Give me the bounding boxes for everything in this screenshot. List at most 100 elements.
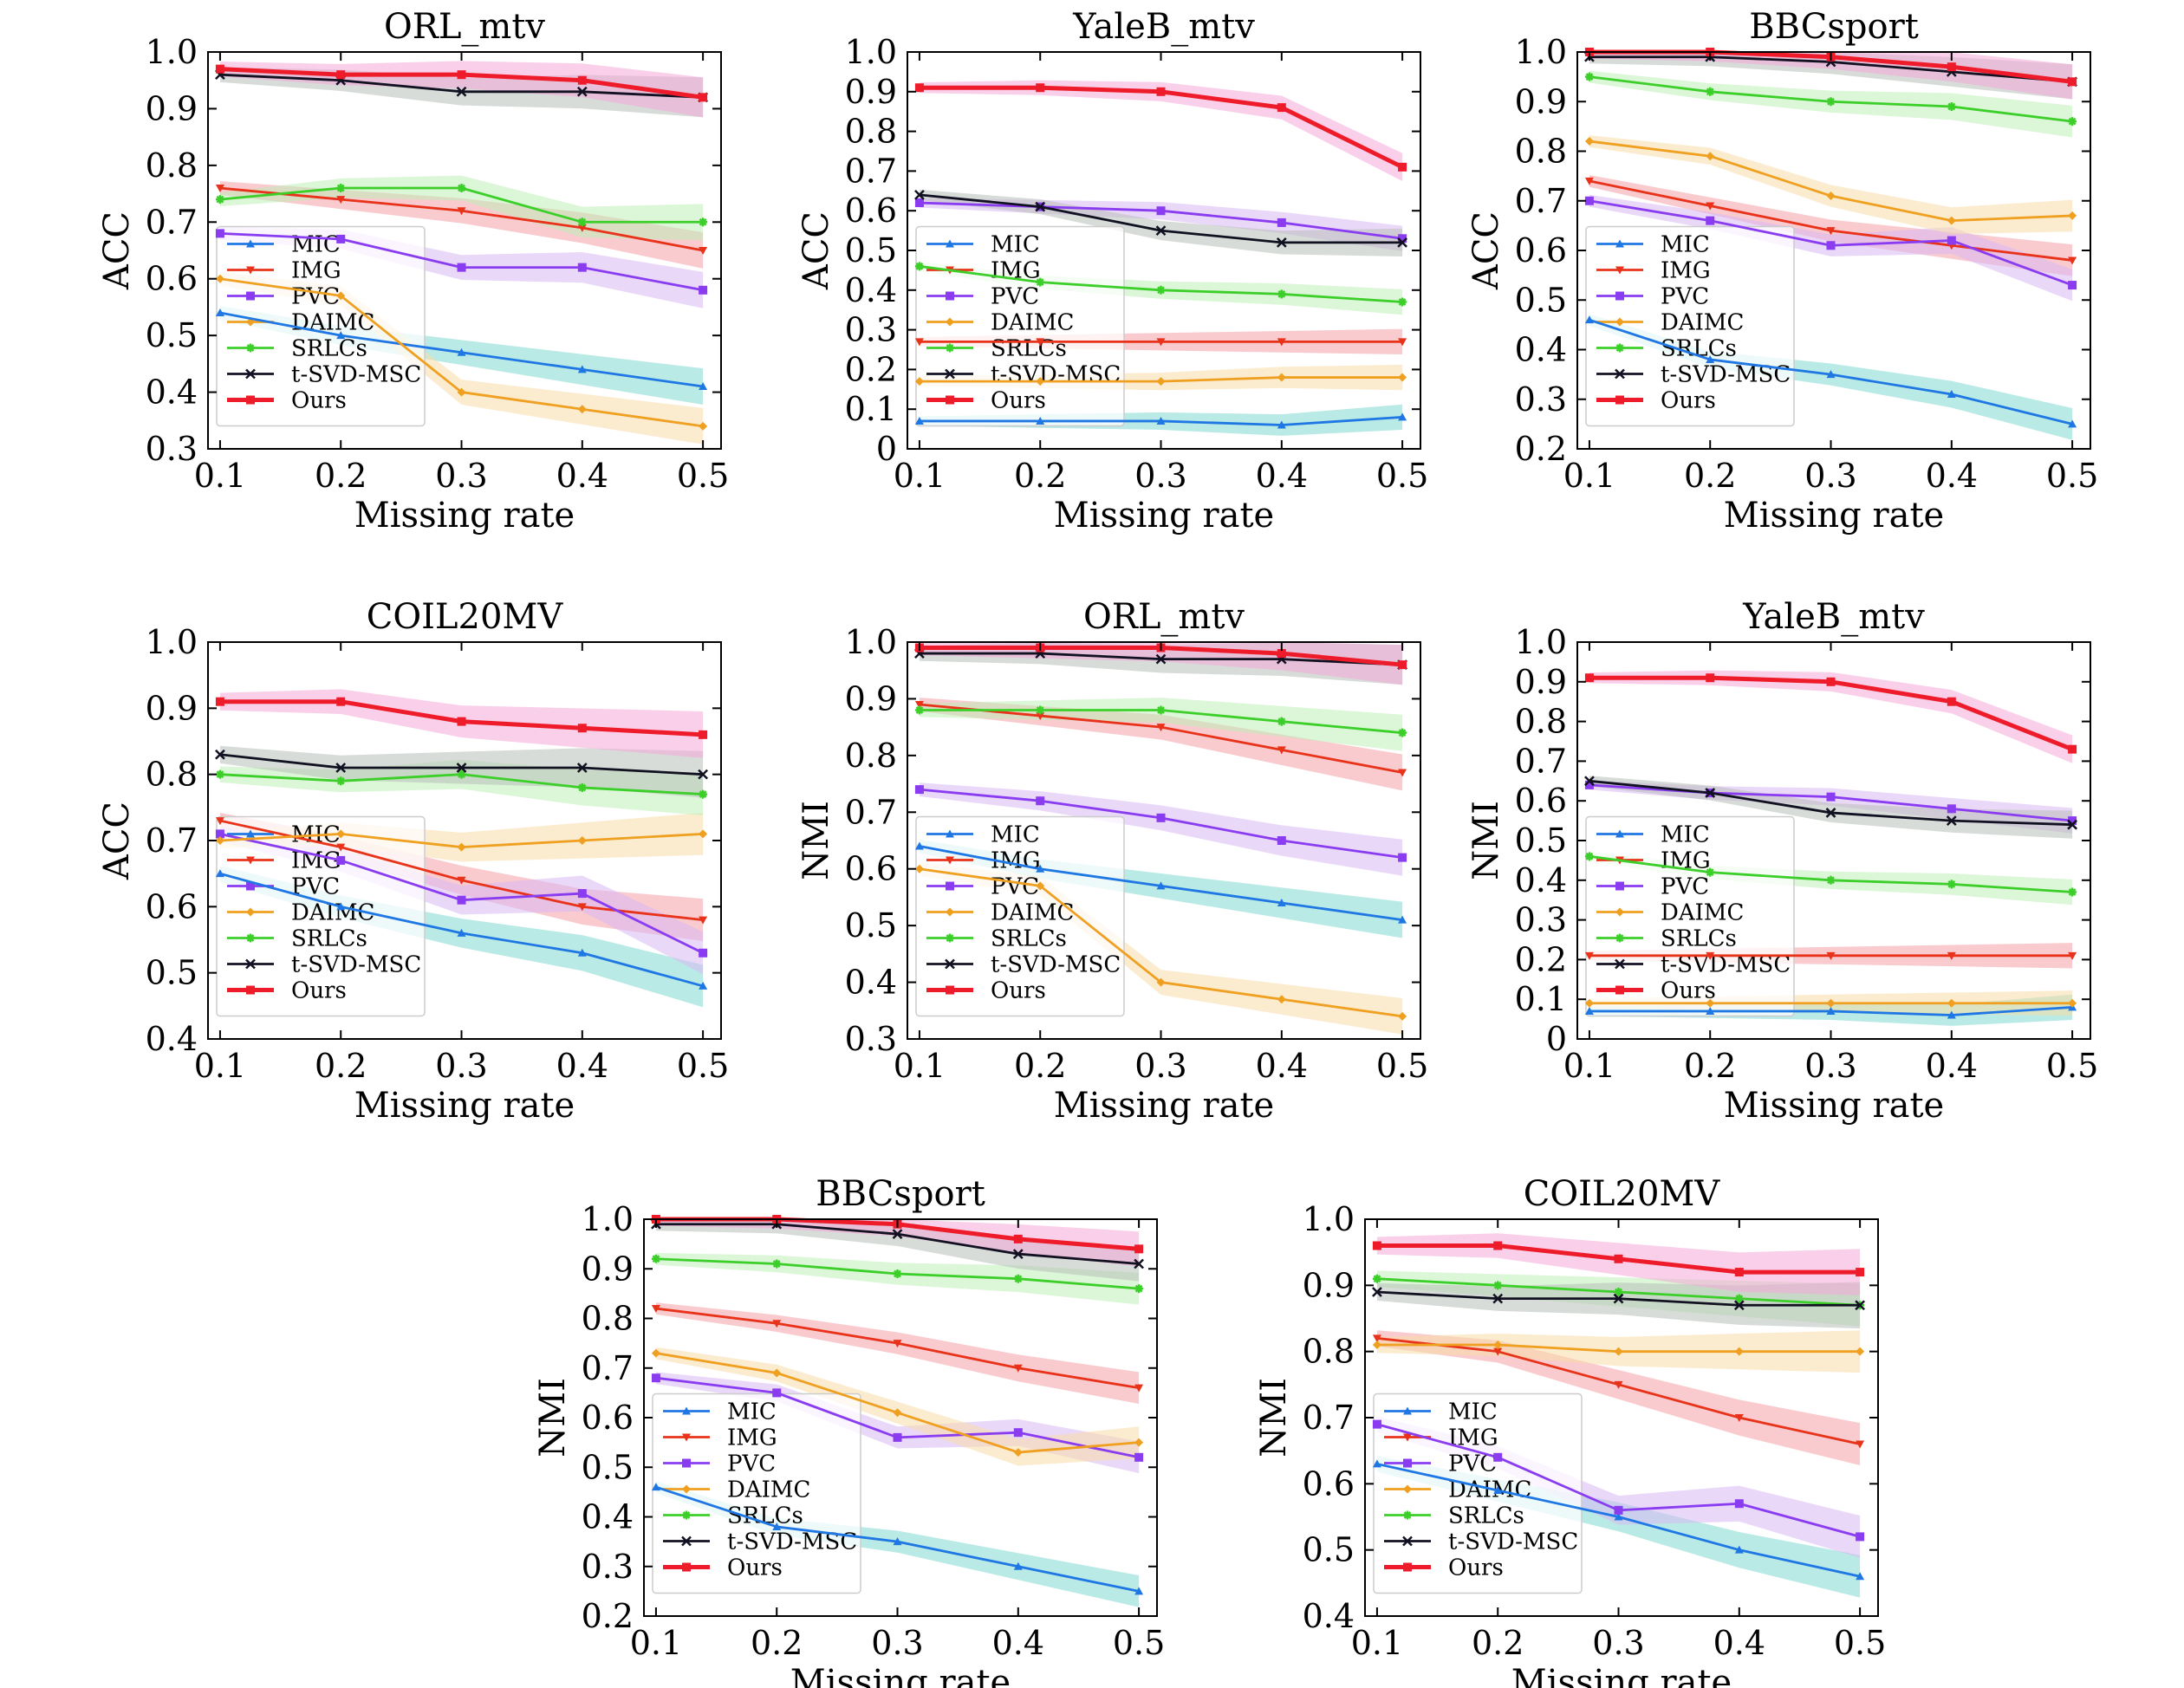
- legend-label-pvc: PVC: [291, 284, 340, 310]
- point-t-svd-msc-5: [1134, 1258, 1144, 1269]
- y-tick-label: 0.9: [1515, 663, 1567, 701]
- point-pvc-2: [1036, 796, 1045, 806]
- legend-marker-srlcs: [1615, 933, 1624, 943]
- point-srlcs-3: [457, 184, 466, 193]
- point-ours-5: [699, 730, 708, 739]
- y-tick-label: 0.6: [845, 850, 897, 888]
- point-pvc-3: [1156, 813, 1166, 822]
- point-t-svd-msc-3: [1825, 808, 1836, 818]
- point-img-5: [2068, 256, 2077, 265]
- point-daimc-4: [1277, 373, 1286, 382]
- band-ours: [655, 1219, 1140, 1267]
- legend-label-ours: Ours: [1661, 388, 1716, 414]
- legend-marker-ours: [1615, 395, 1624, 405]
- point-t-svd-msc-3: [1613, 1293, 1624, 1304]
- point-mic-3: [1826, 370, 1836, 379]
- point-img-1: [215, 185, 224, 193]
- legend-marker-t-svd-msc: [1615, 958, 1625, 970]
- legend-marker-srlcs: [682, 1510, 691, 1520]
- point-daimc-4: [1947, 998, 1956, 1008]
- series-srlcs: [914, 262, 1407, 307]
- y-tick-label: 0.8: [1303, 1333, 1355, 1371]
- point-mic-4: [577, 948, 587, 957]
- point-pvc-5: [2068, 816, 2077, 826]
- legend-label-daimc: DAIMC: [991, 310, 1074, 336]
- point-ours-4: [1013, 1234, 1023, 1243]
- point-mic-1: [1584, 1006, 1594, 1015]
- legend-marker-t-svd-msc: [945, 958, 955, 970]
- point-ours-5: [1398, 162, 1407, 172]
- point-t-svd-msc-2: [1492, 1293, 1504, 1304]
- series-ours: [215, 64, 708, 102]
- series-srlcs: [914, 705, 1407, 737]
- x-tick-label: 0.2: [1014, 1047, 1066, 1085]
- point-srlcs-4: [577, 217, 587, 227]
- x-tick-label: 0.5: [2046, 1047, 2098, 1085]
- point-t-svd-msc-3: [456, 86, 467, 97]
- series-pvc: [215, 829, 708, 958]
- point-daimc-5: [1856, 1347, 1865, 1356]
- point-img-2: [772, 1320, 782, 1328]
- point-img-3: [1614, 1380, 1623, 1389]
- point-srlcs-1: [1372, 1274, 1381, 1283]
- series-t-svd-msc: [1584, 776, 2077, 830]
- point-ours-4: [577, 724, 587, 733]
- panel-title: COIL20MV: [1524, 1174, 1721, 1214]
- y-tick-label: 0.7: [146, 203, 198, 241]
- point-t-svd-msc-4: [576, 86, 588, 97]
- panel-title: YaleB_mtv: [1072, 7, 1255, 47]
- point-srlcs-2: [1706, 867, 1715, 877]
- point-img-5: [1398, 769, 1407, 777]
- y-tick-label: 0.5: [1515, 821, 1567, 860]
- legend-label-srlcs: SRLCs: [1661, 336, 1737, 362]
- point-img-3: [1156, 338, 1166, 347]
- point-ours-4: [1947, 62, 1956, 72]
- point-srlcs-3: [1826, 875, 1836, 885]
- y-tick-label: 0.7: [845, 793, 897, 831]
- x-tick-label: 0.2: [1472, 1624, 1524, 1662]
- legend-label-srlcs: SRLCs: [727, 1503, 803, 1529]
- y-tick-label: 0.8: [1515, 703, 1567, 741]
- x-axis-label: Missing rate: [1054, 496, 1274, 536]
- legend-label-mic: MIC: [291, 232, 341, 258]
- series-mic: [914, 841, 1407, 924]
- x-tick-label: 0.1: [194, 1047, 246, 1085]
- legend-label-daimc: DAIMC: [1661, 310, 1744, 336]
- point-srlcs-3: [893, 1269, 902, 1278]
- y-tick-label: 0.4: [146, 373, 198, 412]
- point-ours-3: [457, 70, 466, 80]
- legend-frame: [216, 225, 426, 427]
- point-img-4: [577, 224, 587, 232]
- point-pvc-3: [1826, 241, 1836, 250]
- legend-marker-t-svd-msc: [1402, 1535, 1413, 1547]
- point-daimc-4: [577, 836, 587, 845]
- point-pvc-4: [1277, 217, 1286, 227]
- point-srlcs-4: [1277, 717, 1286, 726]
- point-img-5: [699, 247, 708, 255]
- band-img: [919, 698, 1403, 791]
- series-ours: [1584, 673, 2077, 754]
- point-t-svd-msc-5: [2067, 819, 2077, 830]
- y-tick-label: 0.8: [146, 756, 198, 794]
- point-daimc-5: [1398, 373, 1407, 382]
- legend-label-ours: Ours: [1661, 978, 1716, 1004]
- series-pvc: [1372, 1419, 1865, 1542]
- legend-label-srlcs: SRLCs: [1661, 926, 1737, 952]
- y-tick-label: 1.0: [1515, 623, 1567, 661]
- legend-label-t-svd-msc: t-SVD-MSC: [291, 952, 421, 978]
- point-pvc-4: [1013, 1428, 1023, 1438]
- point-mic-5: [1398, 915, 1407, 924]
- point-daimc-5: [699, 829, 708, 839]
- y-tick-label: 1.0: [146, 33, 198, 71]
- legend-label-img: IMG: [291, 258, 341, 284]
- point-mic-2: [336, 902, 346, 911]
- y-tick-label: 0.9: [1515, 82, 1567, 120]
- series-pvc: [215, 229, 708, 295]
- point-img-3: [1826, 227, 1836, 236]
- x-tick-label: 0.1: [194, 457, 246, 495]
- series-t-svd-msc: [215, 749, 708, 780]
- x-tick-label: 0.5: [2046, 457, 2098, 495]
- point-img-1: [1584, 951, 1594, 960]
